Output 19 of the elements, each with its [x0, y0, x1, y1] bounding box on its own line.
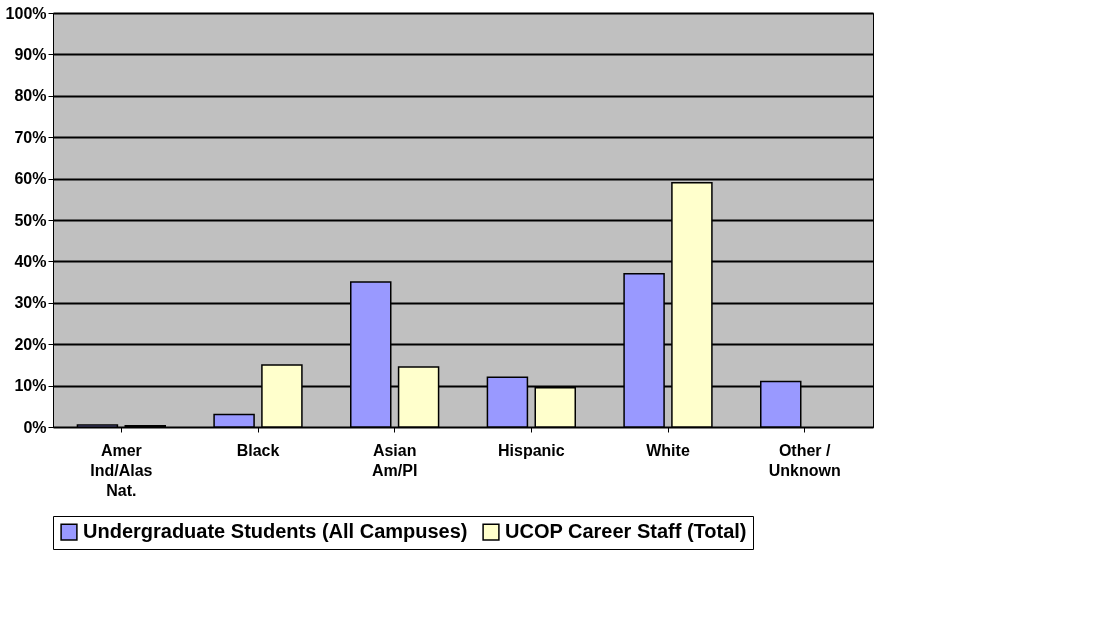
- x-tick-label: Hispanic: [497, 441, 565, 459]
- y-tick-label: 70%: [14, 128, 47, 146]
- legend-label: Undergraduate Students (All Campuses): [83, 520, 468, 543]
- x-tick-label: Other / Unknown: [768, 441, 841, 479]
- y-tick-label: 20%: [14, 335, 47, 353]
- x-tick-label: White: [646, 441, 690, 459]
- y-tick-label: 90%: [14, 45, 47, 63]
- x-tick-label: Black: [236, 441, 280, 459]
- x-tick-label: Amer Ind/Alas Nat.: [90, 441, 153, 499]
- y-tick-label: 0%: [23, 418, 47, 436]
- legend-label: UCOP Career Staff (Total): [505, 520, 747, 543]
- y-tick-label: 80%: [14, 87, 47, 105]
- x-tick-label: Asian Am/PI: [371, 441, 418, 479]
- y-tick-label: 40%: [14, 252, 47, 270]
- y-tick-label: 10%: [14, 377, 47, 395]
- y-tick-label: 100%: [5, 4, 47, 22]
- y-tick-label: 60%: [14, 170, 47, 188]
- y-tick-label: 50%: [14, 211, 47, 229]
- y-tick-label: 30%: [14, 294, 47, 312]
